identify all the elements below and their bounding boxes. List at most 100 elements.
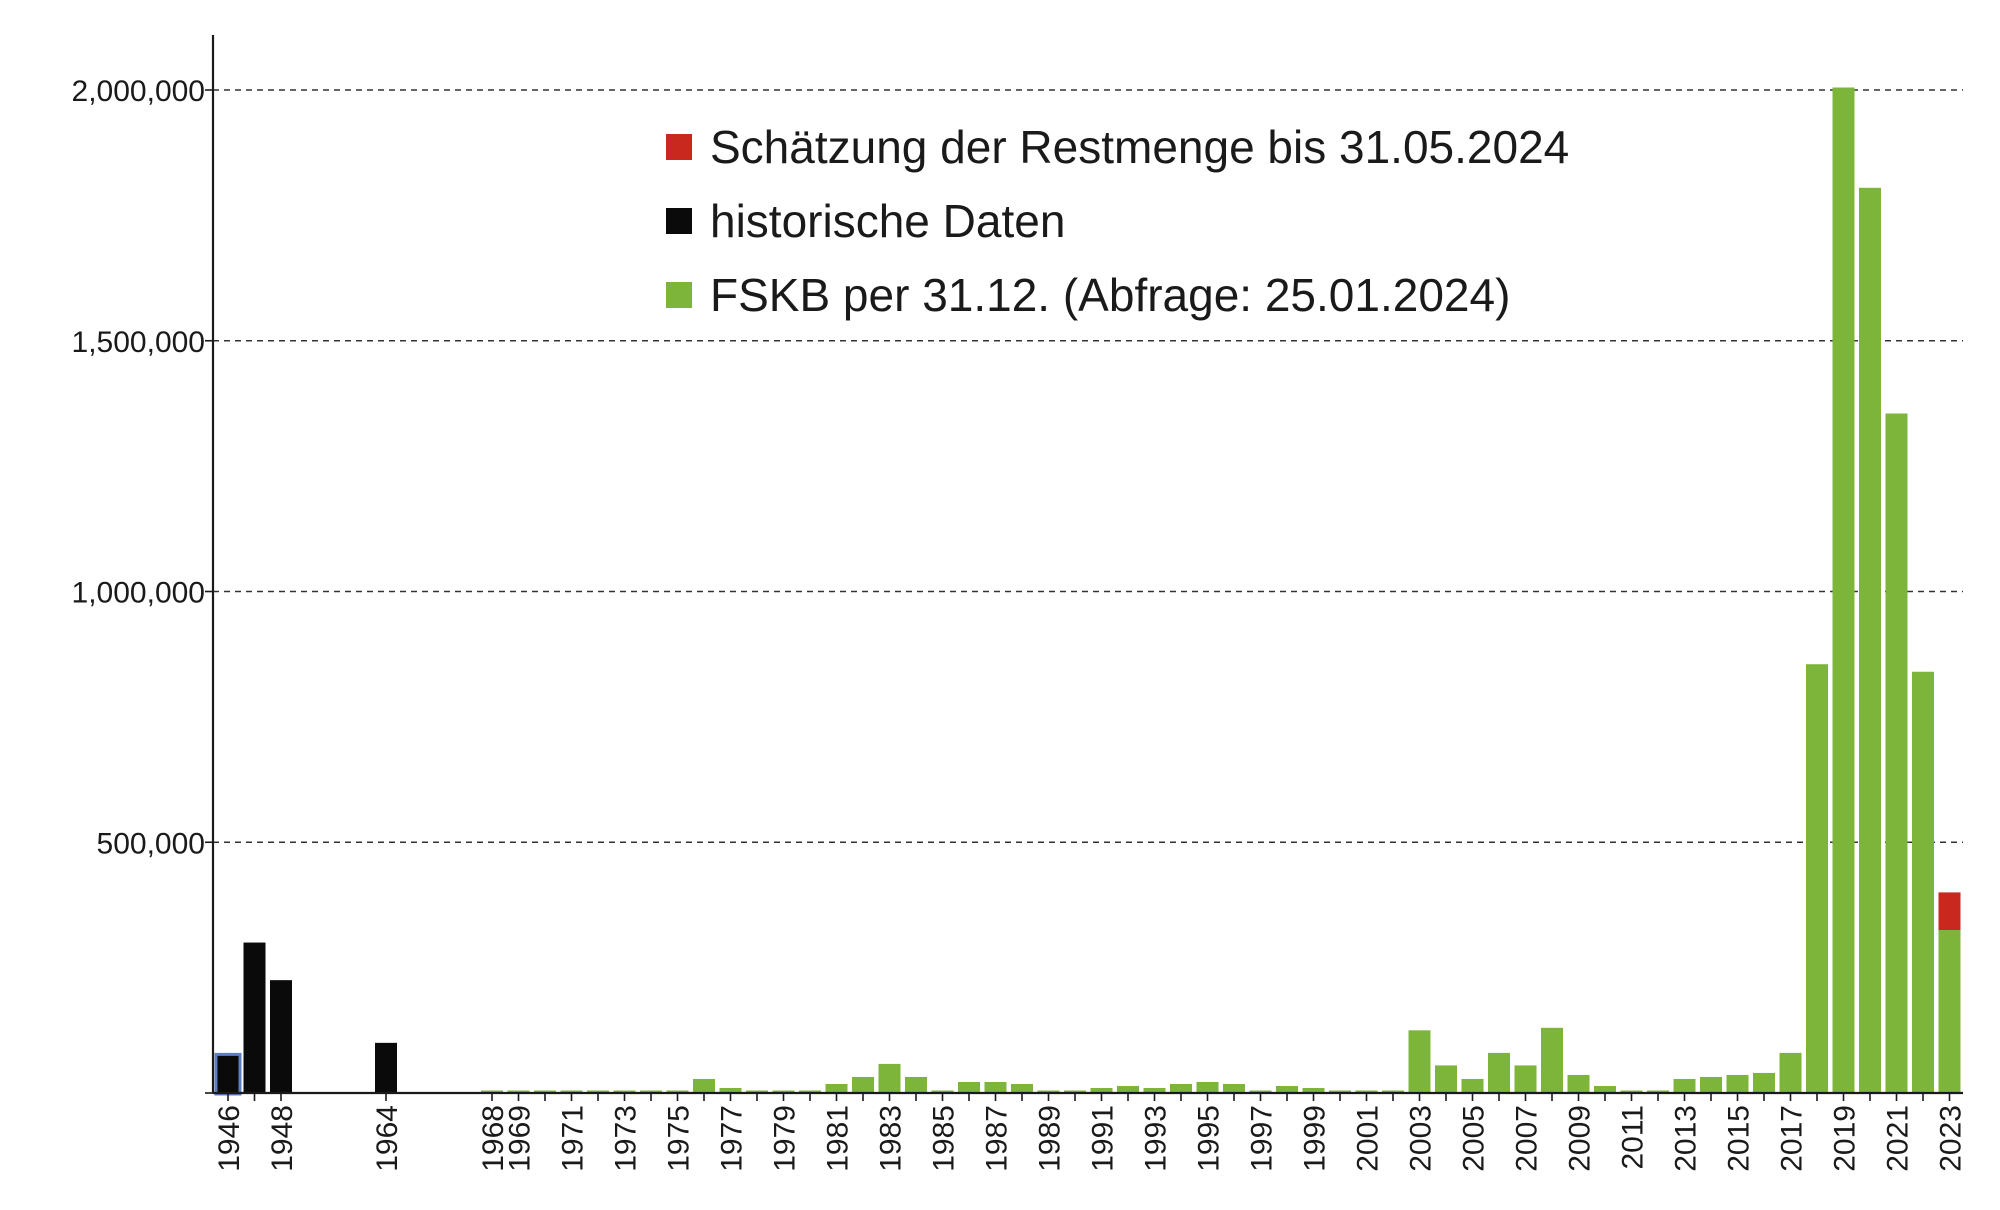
bar-fskb-2010 (1594, 1085, 1616, 1093)
bar-fskb-2003 (1408, 1030, 1431, 1093)
bar-fskb-1980 (799, 1090, 821, 1093)
x-tick-label: 1971 (557, 1105, 590, 1172)
bar-fskb-2021 (1885, 413, 1908, 1093)
bar-fskb-1987 (984, 1081, 1007, 1093)
bar-fskb-1985 (931, 1090, 954, 1093)
bar-fskb-1997 (1249, 1090, 1272, 1093)
bar-fskb-2008 (1541, 1027, 1563, 1093)
x-tick-label: 1977 (716, 1105, 749, 1172)
x-tick-label: 1964 (371, 1105, 404, 1172)
x-tick-label: 2005 (1458, 1105, 1491, 1172)
bar-fskb-2009 (1567, 1074, 1590, 1093)
bar-estimate-2023 (1938, 892, 1961, 931)
bar-fskb-2005 (1461, 1078, 1484, 1093)
x-tick-label: 1999 (1299, 1105, 1332, 1172)
bar-fskb-1976 (693, 1078, 715, 1093)
bar-fskb-2006 (1488, 1052, 1510, 1093)
bar-fskb-1992 (1117, 1085, 1139, 1093)
bar-fskb-1999 (1302, 1087, 1325, 1093)
bar-fskb-2018 (1806, 664, 1828, 1093)
bar-fskb-1970 (534, 1090, 556, 1093)
x-tick-label: 1948 (266, 1105, 299, 1172)
x-tick-label: 1946 (213, 1105, 246, 1172)
legend-item: Schätzung der Restmenge bis 31.05.2024 (666, 121, 1569, 173)
legend-item: FSKB per 31.12. (Abfrage: 25.01.2024) (666, 269, 1510, 321)
x-tick-label: 1979 (769, 1105, 802, 1172)
bar-fskb-2022 (1912, 671, 1934, 1093)
x-tick-label: 2007 (1511, 1105, 1544, 1172)
bar-fskb-1974 (640, 1090, 662, 1093)
bar-fskb-2007 (1514, 1065, 1537, 1093)
bar-fskb-1988 (1011, 1083, 1033, 1093)
x-tick-label: 2019 (1829, 1105, 1862, 1172)
legend-swatch (666, 208, 692, 234)
legend-label: Schätzung der Restmenge bis 31.05.2024 (710, 121, 1569, 173)
bar-fskb-1989 (1037, 1090, 1060, 1093)
bar-fskb-1968 (481, 1090, 503, 1093)
bar-fskb-1971 (560, 1090, 583, 1093)
bar-fskb-2012 (1647, 1090, 1669, 1093)
bar-fskb-2001 (1355, 1090, 1378, 1093)
bar-fskb-1973 (613, 1090, 636, 1093)
bar-fskb-1982 (852, 1076, 874, 1093)
bar-fskb-2004 (1435, 1065, 1457, 1093)
bar-fskb-1986 (958, 1081, 980, 1093)
x-tick-label: 1997 (1246, 1105, 1279, 1172)
x-tick-label: 1983 (875, 1105, 908, 1172)
x-tick-label: 2021 (1882, 1105, 1915, 1172)
legend-label: historische Daten (710, 195, 1065, 247)
x-tick-label: 2013 (1670, 1105, 1703, 1172)
bar-historical-1948 (270, 980, 292, 1093)
legend: Schätzung der Restmenge bis 31.05.2024 hi… (666, 121, 1569, 321)
x-tick-label: 1989 (1034, 1105, 1067, 1172)
bar-fskb-2019 (1832, 87, 1855, 1094)
x-tick-label: 1991 (1087, 1105, 1120, 1172)
legend-item: historische Daten (666, 195, 1065, 247)
bar-fskb-1998 (1276, 1085, 1298, 1093)
x-tick-label: 2003 (1405, 1105, 1438, 1172)
bar-fskb-1979 (772, 1090, 795, 1093)
x-tick-label: 1987 (981, 1105, 1014, 1172)
bar-fskb-2011 (1620, 1090, 1643, 1093)
x-tick-label: 2015 (1723, 1105, 1756, 1172)
bar-fskb-2013 (1673, 1078, 1696, 1093)
bar-historical-1946 (217, 1055, 239, 1093)
y-tick-label: 1,500,000 (72, 326, 205, 359)
bar-fskb-2002 (1382, 1090, 1404, 1093)
gridlines (213, 89, 1963, 844)
bar-fskb-1990 (1064, 1090, 1086, 1093)
x-tick-label: 2011 (1617, 1105, 1650, 1170)
legend-swatch (666, 282, 692, 308)
x-tick-label: 1975 (663, 1105, 696, 1172)
bar-fskb-1978 (746, 1090, 768, 1093)
y-tick-label: 500,000 (97, 827, 205, 860)
bar-fskb-1969 (507, 1090, 530, 1093)
axes (205, 35, 1963, 1101)
bar-fskb-2017 (1779, 1052, 1802, 1093)
bar-fskb-2015 (1726, 1074, 1749, 1093)
x-tick-label: 1985 (928, 1105, 961, 1172)
bar-fskb-2020 (1859, 187, 1881, 1094)
bar-fskb-1991 (1090, 1087, 1113, 1093)
x-tick-label: 1969 (504, 1105, 537, 1172)
bar-fskb-1981 (825, 1083, 848, 1093)
bar-fskb-1996 (1223, 1083, 1245, 1093)
bar-fskb-1972 (587, 1090, 609, 1093)
y-tick-label: 1,000,000 (72, 577, 205, 610)
bar-fskb-2014 (1700, 1076, 1722, 1093)
x-tick-label: 2023 (1935, 1105, 1968, 1172)
bar-fskb-1984 (905, 1076, 927, 1093)
bar-historical-1964 (375, 1042, 397, 1093)
bar-fskb-2016 (1753, 1072, 1775, 1093)
y-tick-labels: 500,000 1,000,000 1,500,000 2,000,000 (72, 75, 205, 860)
x-tick-label: 2001 (1352, 1105, 1385, 1172)
bar-fskb-1994 (1170, 1083, 1192, 1093)
x-tick-label: 1981 (822, 1105, 855, 1172)
bar-fskb-1977 (719, 1087, 742, 1093)
bar-fskb-1993 (1143, 1087, 1166, 1093)
x-tick-label: 2009 (1564, 1105, 1597, 1172)
bar-fskb-2023 (1938, 930, 1961, 1093)
